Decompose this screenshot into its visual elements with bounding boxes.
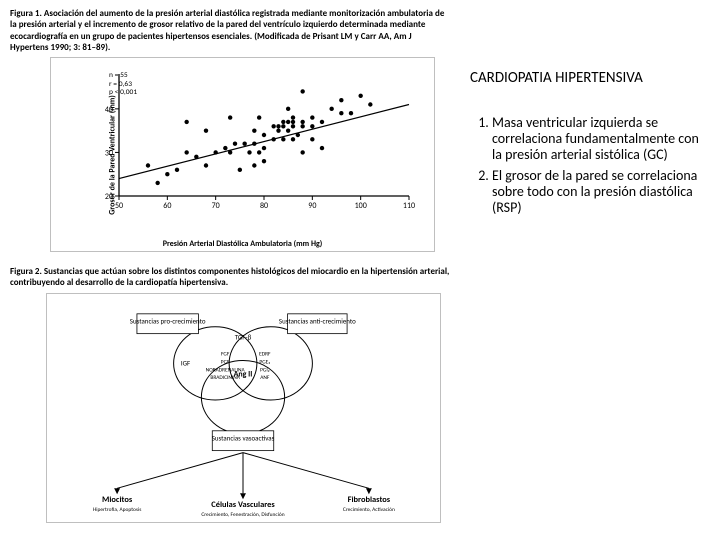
svg-text:ANF: ANF [260, 375, 270, 381]
svg-text:70: 70 [212, 201, 220, 211]
scatter-plot: 50 60 70 80 90 100 110 20 30 40 [95, 68, 415, 218]
svg-text:Hipertrofia, Apoptosis: Hipertrofia, Apoptosis [93, 507, 142, 513]
page: Figura 1. Asociación del aumento de la p… [0, 0, 720, 540]
svg-text:110: 110 [403, 201, 415, 211]
svg-text:30: 30 [105, 148, 113, 158]
svg-text:TGF-β: TGF-β [235, 332, 252, 341]
left-column: Figura 1. Asociación del aumento de la p… [10, 8, 450, 523]
svg-text:Crecimiento, Fenestración, Dis: Crecimiento, Fenestración, Disfunción [201, 512, 284, 518]
list-item: El grosor de la pared se correlaciona so… [492, 168, 700, 216]
svg-text:BRADICININA: BRADICININA [210, 375, 240, 381]
svg-text:PGE₂: PGE₂ [259, 359, 270, 365]
svg-text:FGF: FGF [221, 351, 230, 357]
fig2-caption: Figura 2. Sustancias que actúan sobre lo… [10, 266, 450, 289]
page-title: CARDIOPATIA HIPERTENSIVA [470, 70, 700, 87]
svg-text:80: 80 [260, 201, 268, 211]
svg-text:Células Vasculares: Células Vasculares [211, 500, 275, 510]
list-item: Masa ventricular izquierda se correlacio… [492, 115, 700, 163]
svg-text:50: 50 [115, 201, 123, 211]
svg-text:IGF: IGF [181, 358, 190, 367]
svg-text:Sustancias pro-crecimiento: Sustancias pro-crecimiento [130, 316, 206, 325]
svg-text:40: 40 [105, 105, 113, 115]
figure-1: Grosor de la Pared Ventricular (mm) n = … [50, 57, 435, 252]
svg-text:100: 100 [355, 201, 367, 211]
svg-text:Sustancias vasoactivas: Sustancias vasoactivas [212, 433, 275, 442]
figure-2: Sustancias pro-crecimiento Sustancias ant… [46, 293, 441, 523]
fig1-caption: Figura 1. Asociación del aumento de la p… [10, 8, 450, 53]
svg-text:20: 20 [105, 192, 113, 202]
fig1-xlabel: Presión Arterial Diastólica Ambulatoria … [51, 239, 434, 249]
right-column: CARDIOPATIA HIPERTENSIVA Masa ventricula… [470, 70, 700, 220]
points-list: Masa ventricular izquierda se correlacio… [470, 115, 700, 216]
svg-text:PGF: PGF [221, 359, 230, 365]
venn-svg: Sustancias pro-crecimiento Sustancias ant… [47, 294, 440, 522]
scatter-svg: 50 60 70 80 90 100 110 20 30 40 [95, 68, 415, 218]
svg-text:60: 60 [163, 201, 171, 211]
svg-text:90: 90 [308, 201, 316, 211]
svg-text:EDRF: EDRF [259, 351, 271, 357]
svg-text:NORADRENALINA: NORADRENALINA [206, 367, 246, 373]
svg-text:Crecimiento, Activación: Crecimiento, Activación [343, 507, 395, 513]
svg-text:Miocitos: Miocitos [102, 495, 133, 505]
svg-text:Fibroblastos: Fibroblastos [348, 495, 391, 505]
svg-text:Sustancias anti-crecimiento: Sustancias anti-crecimiento [279, 316, 356, 325]
svg-text:PGI₂: PGI₂ [260, 367, 270, 373]
